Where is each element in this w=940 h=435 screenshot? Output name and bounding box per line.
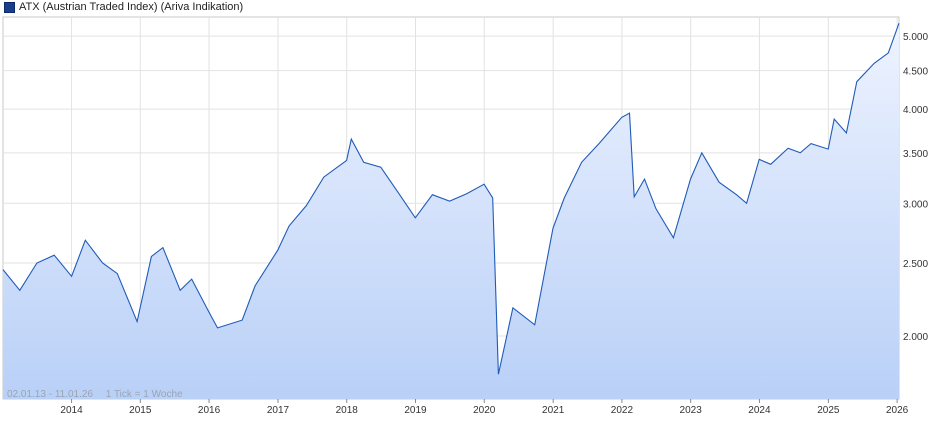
footer-note: 02.01.13 - 11.01.26 1 Tick = 1 Woche — [7, 389, 193, 400]
x-tick-label: 2016 — [198, 405, 221, 416]
x-tick-label: 2014 — [60, 405, 83, 416]
x-tick-label: 2017 — [267, 405, 290, 416]
x-tick-label: 2025 — [817, 405, 840, 416]
legend: ATX (Austrian Traded Index) (Ariva Indik… — [4, 1, 243, 13]
y-tick-label: 3.500 — [903, 149, 928, 160]
x-tick-label: 2018 — [336, 405, 359, 416]
x-tick-label: 2026 — [886, 405, 909, 416]
x-tick-label: 2019 — [404, 405, 427, 416]
price-area — [3, 23, 899, 399]
x-tick-label: 2022 — [611, 405, 634, 416]
x-tick-label: 2021 — [542, 405, 565, 416]
y-tick-label: 3.000 — [903, 199, 928, 210]
tick-interval-label: 1 Tick = 1 Woche — [105, 389, 183, 400]
legend-label: ATX (Austrian Traded Index) (Ariva Indik… — [19, 1, 244, 13]
x-axis: 2014 2015 2016 2017 2018 2019 2020 2021 2022 2023… — [60, 399, 909, 416]
x-tick-label: 2015 — [129, 405, 152, 416]
y-tick-label: 2.500 — [903, 259, 928, 270]
y-tick-label: 4.500 — [903, 67, 928, 78]
price-line — [2, 23, 900, 375]
y-tick-label: 2.000 — [903, 332, 928, 343]
y-tick-label: 4.000 — [903, 105, 928, 116]
date-range-label: 02.01.13 - 11.01.26 — [7, 389, 93, 400]
y-tick-label: 5.000 — [903, 32, 928, 43]
legend-swatch — [4, 1, 15, 13]
y-axis: 2.000 2.500 3.000 3.500 4.000 4.500 5.000 — [903, 32, 928, 343]
x-tick-label: 2020 — [473, 405, 496, 416]
x-tick-label: 2023 — [680, 405, 703, 416]
x-tick-label: 2024 — [748, 405, 771, 416]
